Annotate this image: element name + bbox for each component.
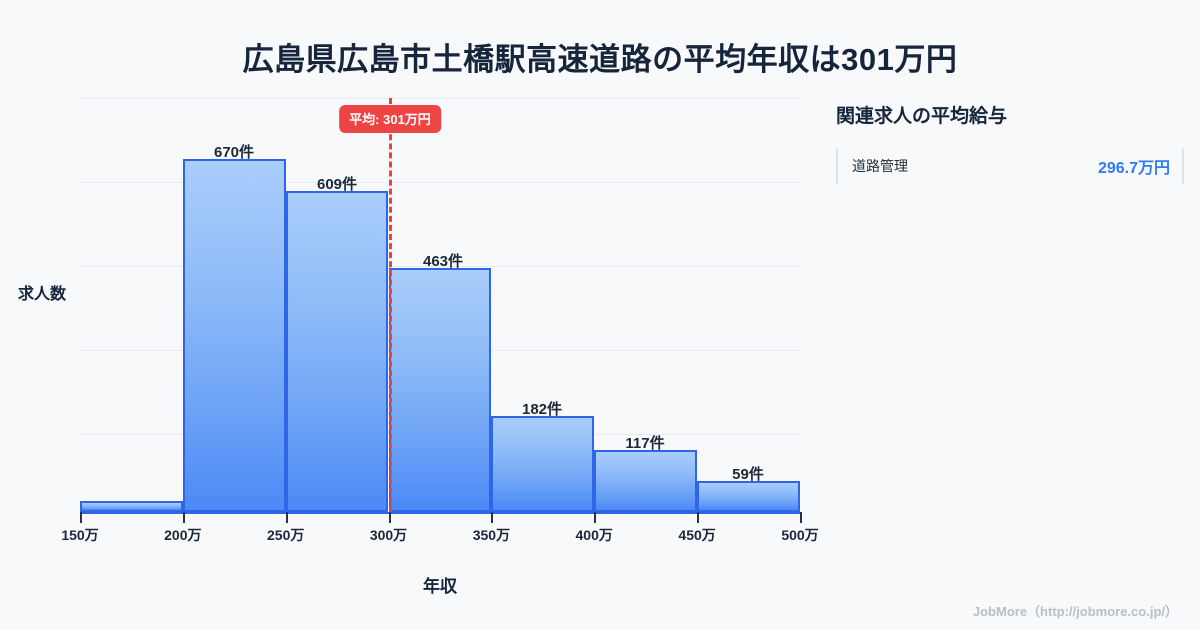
bar-value-label: 182件 <box>521 401 563 418</box>
x-axis-title: 年収 <box>423 577 457 596</box>
x-axis-tick-label: 200万 <box>164 527 202 543</box>
x-axis-tick <box>285 512 288 523</box>
histogram-bar[interactable] <box>697 481 800 512</box>
x-axis-tick <box>594 512 597 523</box>
footer-watermark: JobMore（http://jobmore.co.jp/） <box>972 604 1178 619</box>
x-axis-tick <box>182 512 185 523</box>
page-title: 広島県広島市土橋駅高速道路の平均年収は301万円 <box>242 42 958 77</box>
y-axis-title: 求人数 <box>18 286 67 303</box>
x-axis-baseline <box>80 512 802 514</box>
gridline <box>80 98 800 99</box>
x-axis-tick-label: 500万 <box>781 527 819 543</box>
bar-value-label: 463件 <box>422 253 464 270</box>
x-axis-tick-label: 400万 <box>575 527 613 543</box>
gridline <box>80 182 800 183</box>
histogram-bar[interactable] <box>80 501 183 512</box>
x-axis-tick <box>697 512 700 523</box>
salary-row-name: 道路管理 <box>852 158 908 174</box>
bar-value-label: 670件 <box>213 144 255 161</box>
histogram-bar[interactable] <box>388 268 492 512</box>
histogram-bar[interactable] <box>285 191 389 512</box>
x-axis-tick <box>491 512 494 523</box>
salary-row[interactable]: 道路管理 296.7万円 <box>836 148 1184 184</box>
related-salary-panel: 関連求人の平均給与 道路管理 296.7万円 <box>820 0 1200 630</box>
bar-value-label: 59件 <box>732 466 764 483</box>
bar-value-label: 609件 <box>316 176 358 193</box>
histogram-bar[interactable] <box>491 416 595 512</box>
average-badge: 平均: 301万円 <box>339 105 441 133</box>
x-axis-tick-label: 150万 <box>61 527 99 543</box>
x-axis-tick <box>388 512 391 523</box>
side-panel-title: 関連求人の平均給与 <box>836 106 1008 127</box>
gridline <box>80 266 800 267</box>
average-line <box>389 98 392 512</box>
x-axis-tick-label: 450万 <box>678 527 716 543</box>
salary-row-value: 296.7万円 <box>1097 160 1170 177</box>
histogram-bar[interactable] <box>594 450 697 512</box>
x-axis-tick-label: 350万 <box>472 527 511 543</box>
histogram-bar[interactable] <box>182 159 286 512</box>
x-axis-tick-label: 250万 <box>267 527 305 543</box>
plot-area <box>80 98 800 512</box>
x-axis-tick <box>80 512 82 523</box>
x-axis-tick-label: 300万 <box>369 527 408 543</box>
histogram-chart: 求人数 670件 609件 463件 182件 117件 59件 150万 20… <box>18 98 819 596</box>
bar-value-label: 117件 <box>625 435 665 452</box>
x-axis-tick <box>800 512 802 523</box>
